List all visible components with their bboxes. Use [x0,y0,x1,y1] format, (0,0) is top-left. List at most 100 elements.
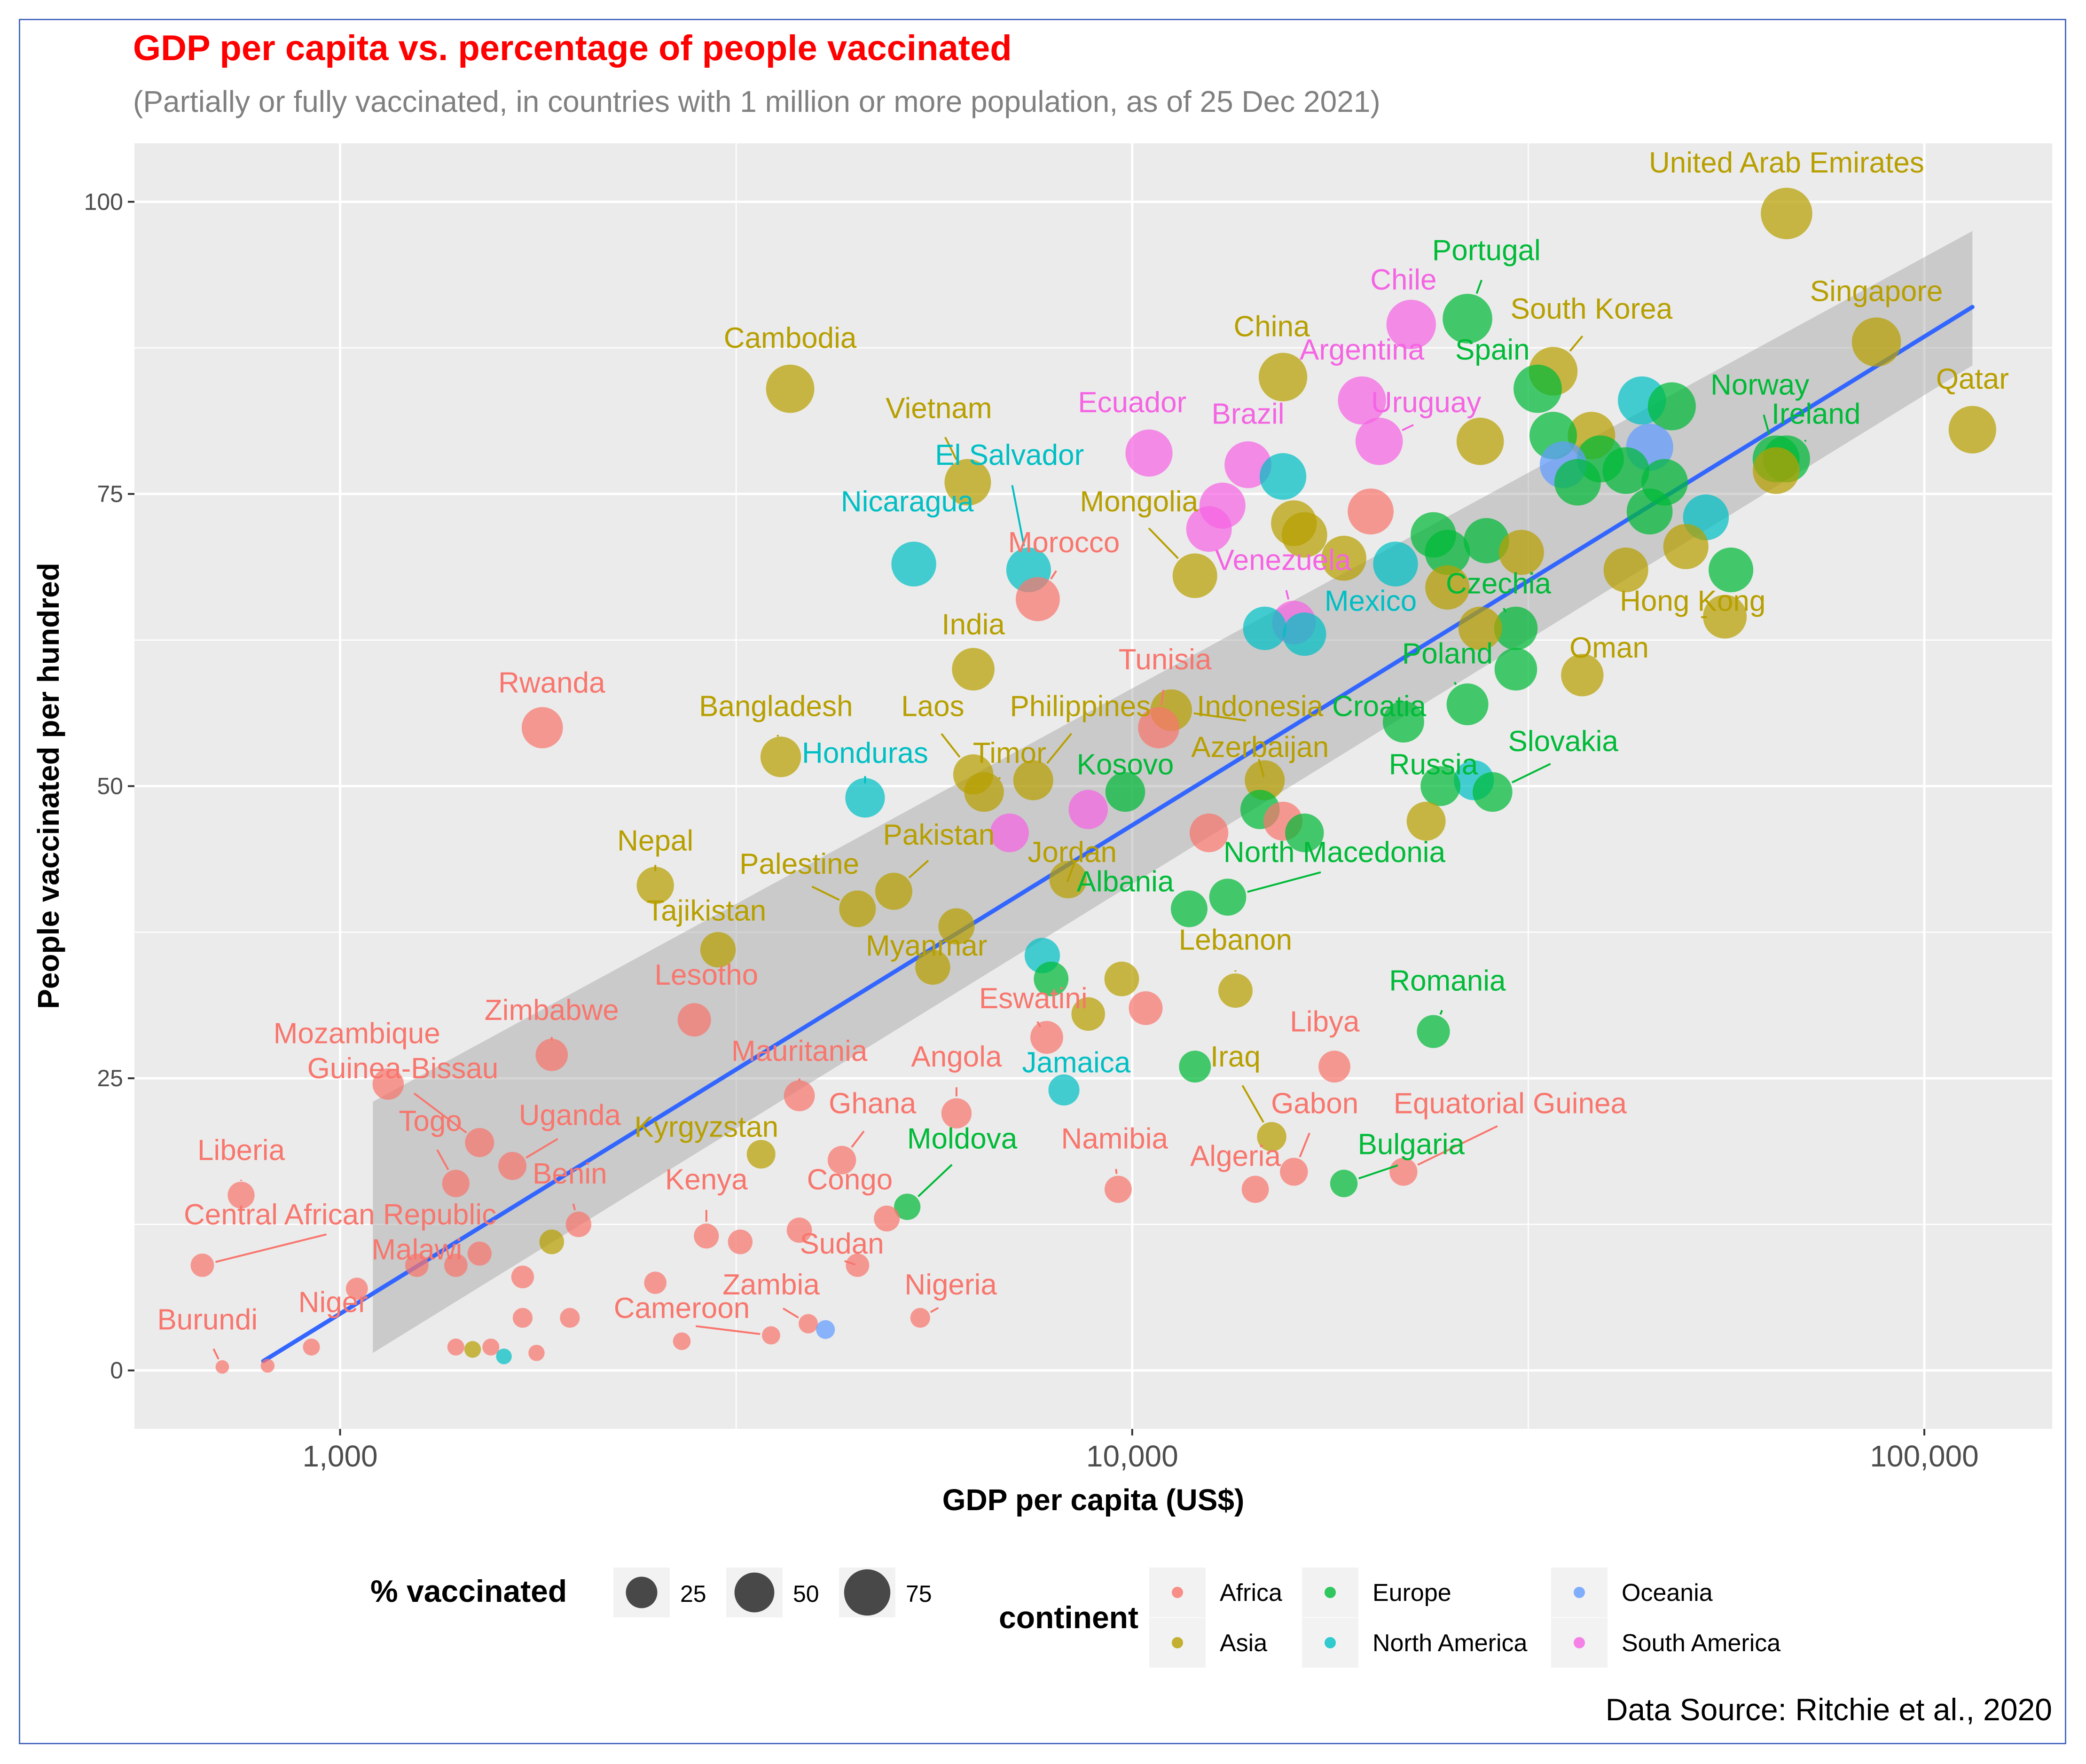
point-china [1258,353,1308,401]
label-nepal: Nepal [617,824,693,857]
point-myanmar [915,949,950,985]
point-ghana [827,1145,856,1175]
label-guinea-bissau: Guinea-Bissau [307,1052,499,1085]
point-namibia [1104,1176,1132,1203]
point-africa [512,1308,533,1328]
label-uganda: Uganda [519,1099,621,1132]
x-axis: 1,000 10,000 100,000 [302,1429,1979,1473]
size-legend: % vaccinated 25 50 75 [370,1568,932,1617]
point-tunisia [1138,707,1180,749]
label-el-salvador: El Salvador [935,439,1084,471]
point-asia [1753,447,1800,494]
point-africa [560,1308,580,1328]
point-niger [303,1338,320,1356]
point-czechia [1494,606,1538,651]
point-asia [1561,654,1604,697]
label-vietnam: Vietnam [886,392,992,424]
label-tunisia: Tunisia [1119,643,1212,676]
label-philippines: Philippines [1010,690,1151,722]
point-europe [1602,447,1649,494]
leader-venezuela [1285,590,1290,600]
leader-ghana [851,1130,865,1148]
label-mongolia: Mongolia [1080,486,1198,518]
point-africa [405,1254,429,1277]
point-honduras [845,778,885,818]
label-portugal: Portugal [1432,235,1541,267]
point-nepal [636,867,674,904]
label-ecuador: Ecuador [1078,386,1186,419]
label-nigeria: Nigeria [904,1269,997,1301]
label-palestine: Palestine [739,848,859,880]
label-nicaragua: Nicaragua [841,486,974,518]
point-morocco [1016,577,1060,621]
label-timor: Timor [973,737,1046,769]
label-angola: Angola [911,1041,1002,1073]
label-gabon: Gabon [1271,1088,1358,1120]
leader-czechia [1503,607,1507,612]
color-key-north-america [1325,1637,1336,1648]
leader-el-salvador [1011,485,1025,547]
point-kyrgyzstan [746,1140,776,1169]
point-africa [1129,991,1163,1025]
point-africa [644,1271,667,1294]
leader-guinea-bissau [413,1092,467,1134]
color-key-label: North America [1372,1630,1528,1657]
leader-timor [998,776,1001,780]
point-portugal [1443,294,1492,344]
label-south-korea: South Korea [1511,293,1673,325]
point-europe [1709,547,1754,593]
point-nigeria [910,1308,930,1328]
point-central-african-republic [190,1254,214,1277]
point-europe [1425,530,1470,575]
leader-gabon [1299,1132,1310,1158]
point-africa [1189,813,1229,853]
point-cambodia [766,364,815,413]
point-north-macedonia [1209,878,1247,916]
size-legend-title: % vaccinated [370,1574,567,1608]
label-spain: Spain [1455,334,1530,366]
label-united-arab-emirates: United Arab Emirates [1649,147,1924,179]
point-mexico [1283,612,1326,656]
point-togo [442,1169,470,1198]
x-tick-label: 100,000 [1870,1439,1978,1473]
label-lebanon: Lebanon [1179,924,1292,956]
color-key-africa [1172,1587,1183,1598]
y-axis-title: People vaccinated per hundred [31,563,65,1009]
label-malawi: Malawi [371,1233,462,1266]
point-nicaragua [891,541,936,587]
x-tick-label: 10,000 [1086,1439,1178,1473]
point-burundi [215,1360,229,1374]
chart-subtitle: (Partially or fully vaccinated, in count… [133,85,1380,118]
leader-central-african-republic [215,1233,327,1263]
point-singapore [1851,317,1901,367]
leader-norway [1763,414,1771,435]
point-asia [464,1341,481,1358]
point-asia [1281,512,1327,558]
label-chile: Chile [1370,264,1436,296]
point-spain [1514,364,1562,413]
point-asia [1456,417,1504,465]
label-iraq: Iraq [1210,1041,1261,1073]
label-norway: Norway [1710,369,1809,401]
point-croatia [1382,701,1424,743]
point-argentina [1338,376,1386,425]
label-rwanda: Rwanda [498,667,605,699]
point-vietnam [944,459,991,506]
point-oceania [816,1320,835,1339]
label-libya: Libya [1290,1006,1360,1038]
label-jordan: Jordan [1027,836,1117,869]
y-axis: 0 25 50 75 100 [84,188,134,1384]
label-qatar: Qatar [1936,363,2009,395]
point-africa [345,1278,368,1300]
color-key-label: South America [1622,1630,1780,1657]
leader-vietnam [944,437,957,461]
label-czechia: Czechia [1446,567,1552,600]
point-africa [786,1217,812,1243]
point-south-america [990,813,1029,853]
point-africa [728,1229,753,1254]
x-tick-label: 1,000 [302,1439,377,1473]
point-cameroon [761,1326,780,1345]
point-north-america [1243,606,1287,651]
size-key-50 [734,1572,775,1613]
size-key-label: 25 [680,1581,706,1607]
